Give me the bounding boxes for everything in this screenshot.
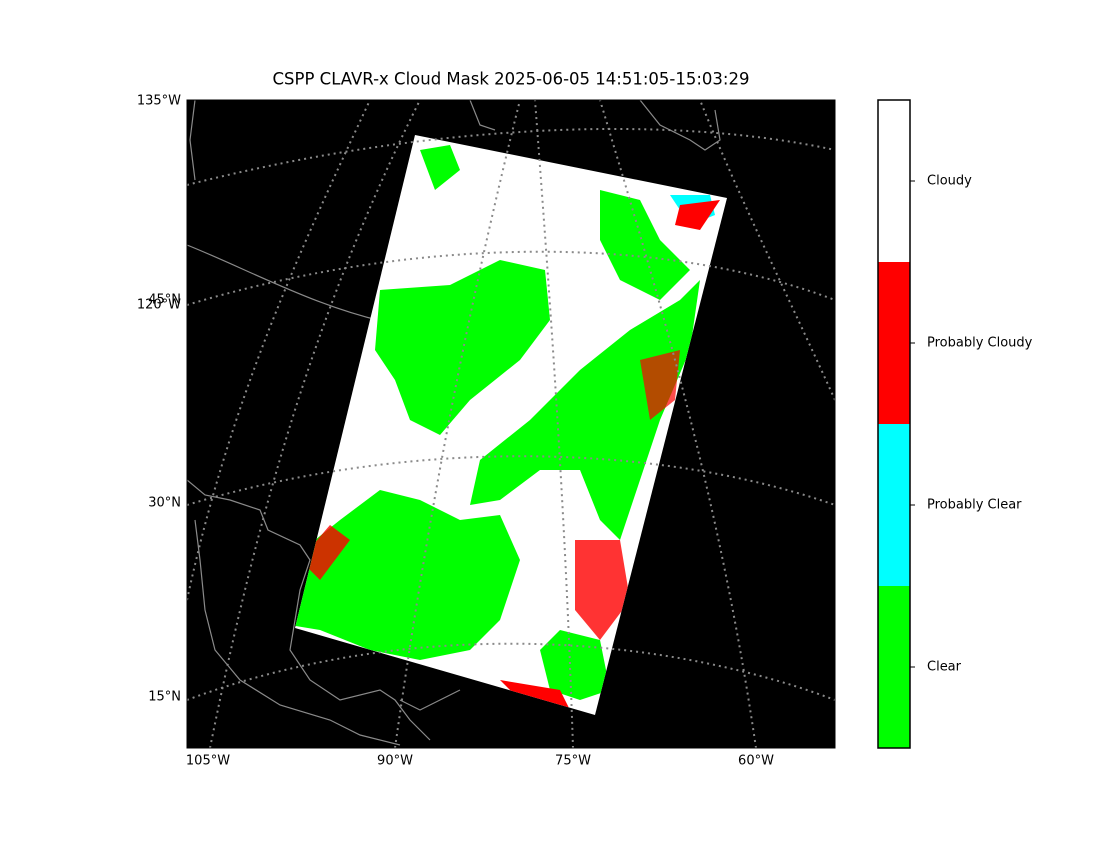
colorbar-label: Probably Clear: [927, 498, 1022, 513]
colorbar-segment: [878, 100, 910, 262]
lat-label: 15°N: [148, 690, 181, 705]
map-frame: [186, 99, 836, 749]
lon-label: 105°W: [186, 754, 230, 769]
colorbar-label: Cloudy: [927, 174, 972, 189]
lon-label: 75°W: [555, 754, 591, 769]
title: CSPP CLAVR-x Cloud Mask 2025-06-05 14:51…: [273, 70, 750, 89]
lon-label: 90°W: [377, 754, 413, 769]
colorbar-label: Clear: [927, 660, 962, 675]
cloud-mask-pixels: [295, 145, 720, 710]
colorbar: Cloudy Probably Cloudy Probably Clear Clear: [877, 99, 1033, 749]
map-labels: 135°W 120°W 45°N 30°N 15°N 105°W 90°W 75…: [137, 94, 774, 769]
graticule: [187, 100, 835, 748]
satellite-swath: [295, 135, 727, 715]
lat-label: 45°N: [148, 293, 181, 308]
lon-label: 60°W: [738, 754, 774, 769]
lon-label: 135°W: [137, 94, 181, 109]
colorbar-segment: [878, 424, 910, 586]
map: [187, 100, 835, 748]
lat-label: 30°N: [148, 496, 181, 511]
colorbar-frame: [877, 99, 911, 749]
colorbar-label: Probably Cloudy: [927, 336, 1033, 351]
colorbar-segment: [878, 262, 910, 424]
lon-label: 120°W: [137, 298, 181, 313]
colorbar-segment: [878, 586, 910, 748]
